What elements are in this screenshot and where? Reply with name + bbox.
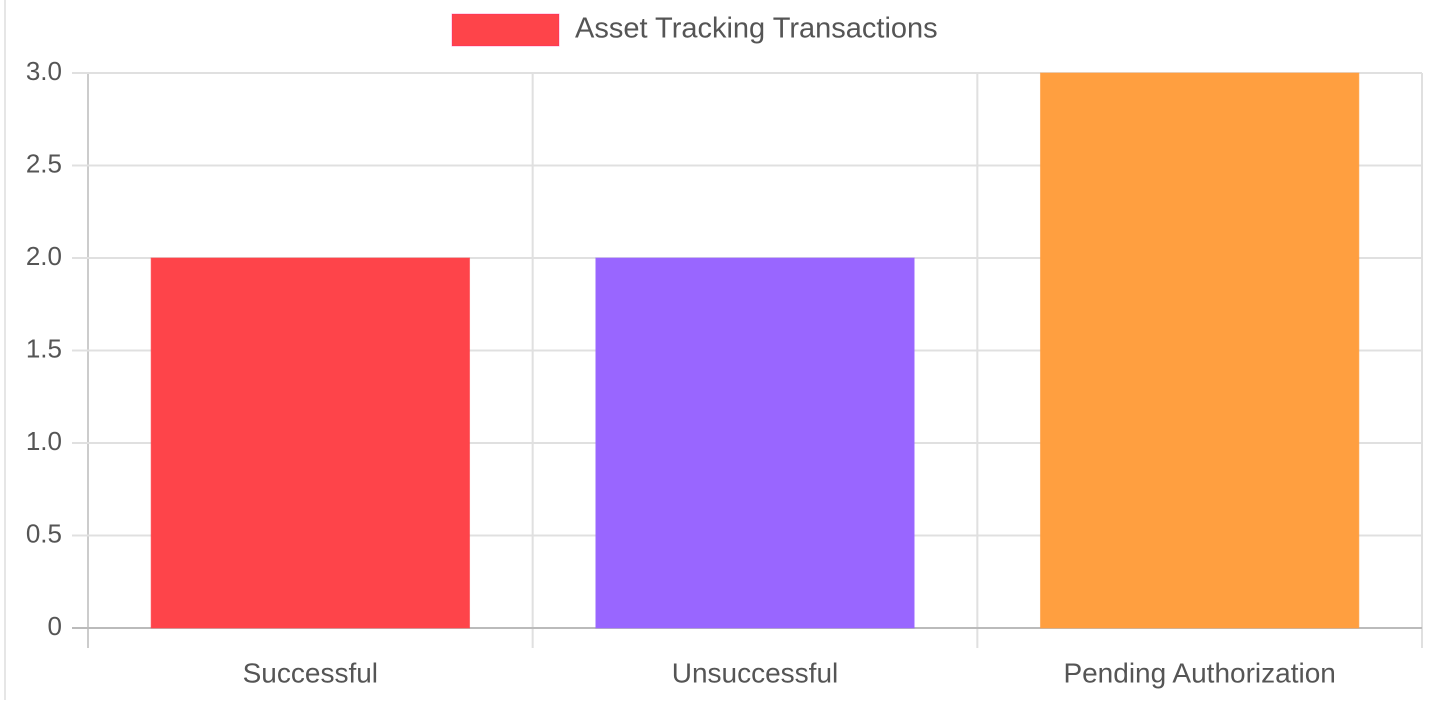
y-tick-label: 2.0 [26,241,62,271]
bar [595,257,915,629]
legend-swatch [451,13,560,47]
y-tick-label: 0.5 [26,518,62,548]
x-tick-label: Successful [243,657,378,688]
y-tick-label: 1.0 [26,426,62,456]
x-tick-label: Pending Authorization [1063,657,1335,688]
y-tick-label: 0 [48,611,62,641]
y-tick-label: 1.5 [26,333,62,363]
legend-label: Asset Tracking Transactions [575,13,938,45]
bar [1039,72,1360,629]
bar [150,257,471,629]
x-tick-label: Unsuccessful [672,657,839,688]
y-tick-label: 3.0 [26,56,62,86]
y-tick-label: 2.5 [26,148,62,178]
